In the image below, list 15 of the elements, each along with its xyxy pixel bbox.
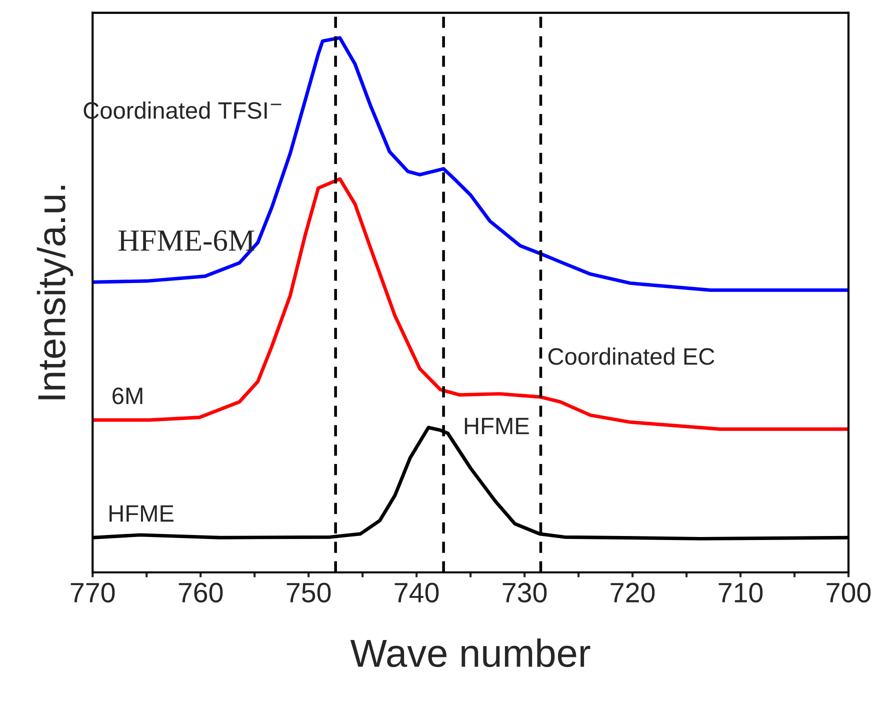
series-label: HFME	[110, 505, 174, 522]
x-tick-label: 770	[70, 582, 115, 602]
x-tick-label: 710	[718, 582, 763, 602]
x-tick-label: 750	[286, 582, 331, 602]
annotation: HFME	[464, 418, 529, 434]
annotation: Coordinated EC	[548, 348, 714, 365]
x-tick-label: 720	[610, 582, 655, 602]
x-tick-label: 700	[826, 582, 871, 602]
x-axis-title: Wave number	[350, 638, 590, 668]
series-label: HFME-6M	[118, 230, 254, 251]
x-tick-label: 760	[178, 582, 223, 602]
x-tick-label: 730	[502, 582, 547, 602]
y-axis-title: Intensity/a.u.	[36, 186, 74, 400]
x-tick-label: 740	[394, 582, 439, 602]
series-label: 6M	[112, 388, 142, 404]
